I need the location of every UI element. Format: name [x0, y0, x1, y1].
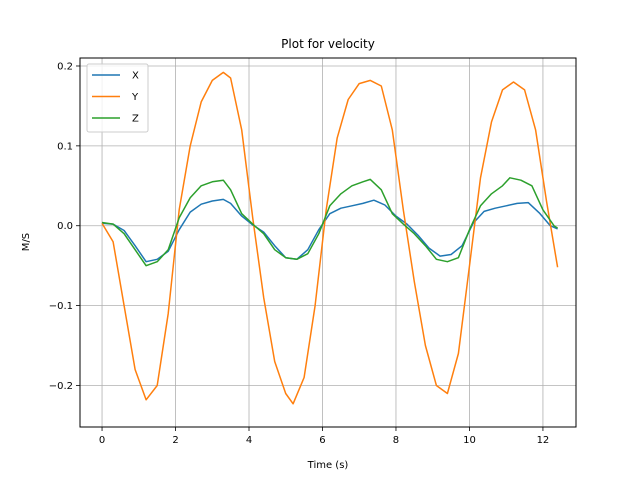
x-tick-label: 10	[463, 435, 476, 446]
y-tick-label: −0.1	[49, 301, 73, 312]
legend: XYZ	[86, 63, 149, 133]
x-tick-label: 12	[537, 435, 550, 446]
y-axis-label: M/S	[21, 233, 32, 251]
y-tick-label: 0.1	[57, 141, 73, 152]
legend-box	[86, 63, 149, 133]
series-lines	[101, 71, 559, 405]
x-tick-label: 2	[172, 435, 178, 446]
x-axis-label: Time (s)	[307, 460, 349, 471]
series-line-z	[101, 177, 559, 267]
x-tick-label: 8	[393, 435, 399, 446]
legend-label-y: Y	[131, 92, 139, 103]
y-axis-ticks: −0.2 −0.1 0.0 0.1 0.2	[49, 61, 80, 392]
x-tick-label: 0	[99, 435, 105, 446]
x-tick-label: 4	[246, 435, 252, 446]
series-line-y	[101, 71, 559, 405]
x-axis-ticks: 0 2 4 6 8 10 12	[99, 427, 549, 446]
grid-lines	[80, 58, 576, 427]
chart-title: Plot for velocity	[281, 37, 375, 51]
x-tick-label: 6	[319, 435, 325, 446]
series-line-x	[101, 198, 558, 263]
legend-label-z: Z	[132, 114, 139, 125]
y-tick-label: 0.0	[57, 221, 73, 232]
legend-label-x: X	[132, 71, 139, 82]
plot-frame	[79, 57, 577, 428]
y-tick-label: −0.2	[49, 381, 73, 392]
y-tick-label: 0.2	[57, 61, 73, 72]
